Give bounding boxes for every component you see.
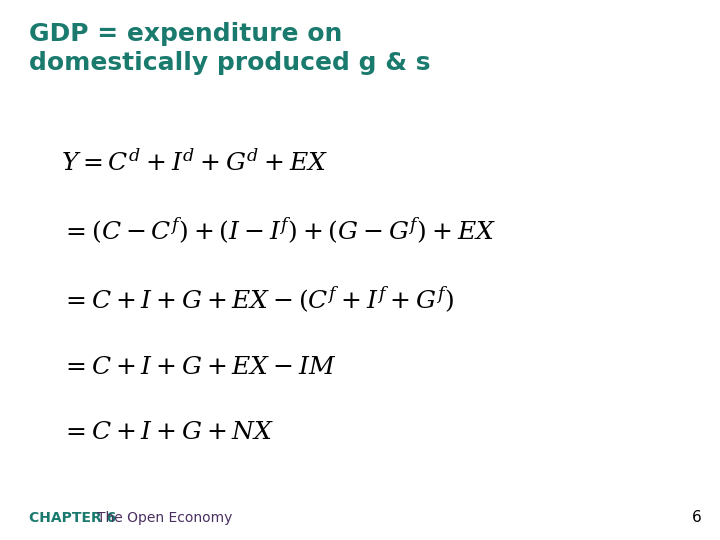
Text: $= C + I + G + EX - IM$: $= C + I + G + EX - IM$ <box>61 355 336 379</box>
Text: CHAPTER 6: CHAPTER 6 <box>29 511 116 525</box>
Text: $= (C - C^f) + (I - I^f) + (G - G^f) + EX$: $= (C - C^f) + (I - I^f) + (G - G^f) + E… <box>61 216 496 246</box>
Text: GDP = expenditure on
domestically produced g & s: GDP = expenditure on domestically produc… <box>29 22 431 75</box>
Text: 6: 6 <box>692 510 702 525</box>
Text: $= C + I + G + NX$: $= C + I + G + NX$ <box>61 420 274 444</box>
Text: The Open Economy: The Open Economy <box>97 511 233 525</box>
Text: $Y = C^d + I^d + G^d + EX$: $Y = C^d + I^d + G^d + EX$ <box>61 148 328 176</box>
Text: $= C + I + G + EX - (C^f + I^f + G^f)$: $= C + I + G + EX - (C^f + I^f + G^f)$ <box>61 285 454 315</box>
